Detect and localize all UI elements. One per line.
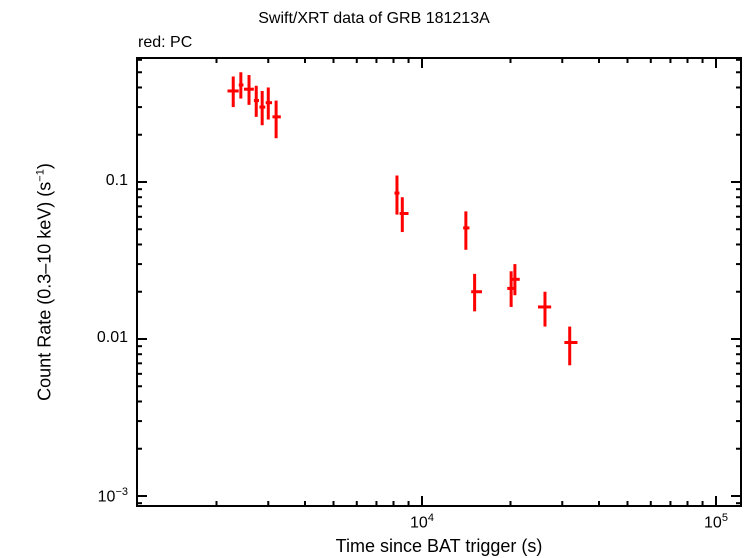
- y-tick-base: 10: [97, 488, 116, 506]
- x-tick-label-1e5: 105: [686, 512, 746, 532]
- y-tick-label-0.01: 0.01: [96, 329, 128, 346]
- x-tick-label-1e4: 104: [392, 512, 452, 532]
- chart-subtitle: red: PC: [138, 34, 193, 51]
- data-point: [259, 90, 266, 126]
- x-tick-exp: 5: [721, 512, 728, 524]
- x-tick-base: 10: [410, 514, 428, 532]
- data-point: [265, 87, 273, 120]
- data-point: [227, 76, 239, 108]
- chart-title: Swift/XRT data of GRB 181213A: [258, 10, 490, 27]
- data-point: [564, 326, 578, 366]
- x-tick-exp: 4: [427, 512, 434, 524]
- data-point: [512, 264, 520, 296]
- data-point: [507, 271, 515, 307]
- y-tick-label-0.001: 10−3: [48, 486, 128, 506]
- y-tick-exp: −3: [115, 486, 128, 498]
- data-point: [394, 175, 400, 215]
- y-tick-label-0.1: 0.1: [105, 172, 128, 189]
- data-point: [463, 211, 470, 250]
- data-point: [243, 75, 254, 105]
- data-point: [399, 197, 409, 233]
- x-axis-label: Time since BAT trigger (s): [335, 536, 543, 556]
- data-point: [253, 85, 260, 117]
- data-point: [238, 72, 244, 99]
- data-point: [537, 291, 552, 327]
- data-point: [272, 100, 281, 139]
- plot-frame: [136, 57, 742, 507]
- data-point: [471, 273, 483, 312]
- x-tick-base: 10: [704, 514, 722, 532]
